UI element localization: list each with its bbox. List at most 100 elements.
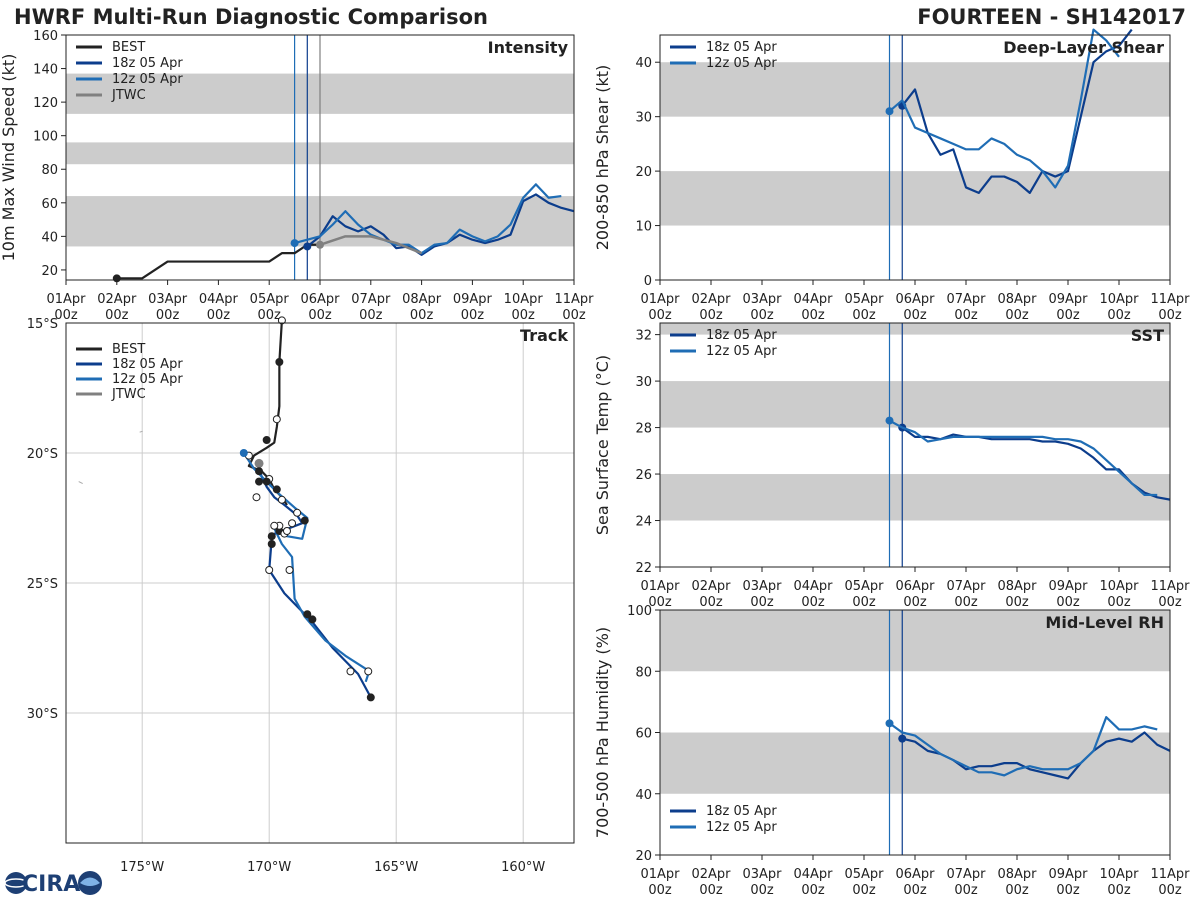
track-jtwc-point [254, 458, 264, 468]
intensity-legend-label-best: BEST [112, 40, 145, 55]
intensity-series-run12-start-point [290, 239, 299, 248]
sst-panel-title: SST [1131, 326, 1164, 345]
track-18z-filled-point [255, 477, 264, 486]
shear-ytick-label: 20 [635, 165, 652, 180]
track-ytick-label: 30°S [27, 707, 58, 722]
sst-legend-label-run12: 12z 05 Apr [706, 344, 777, 359]
intensity-xtick-label-day: 04Apr [199, 292, 239, 307]
shear-xtick-label-hour: 00z [750, 308, 774, 323]
shear-xtick-label-day: 07Apr [946, 292, 986, 307]
intensity-xtick-label-hour: 00z [562, 308, 586, 323]
sst-xtick-label-day: 07Apr [946, 579, 986, 594]
shear-xtick-label-hour: 00z [852, 308, 876, 323]
intensity-series-run18-start-point [303, 242, 312, 251]
track-18z-filled-point [267, 532, 276, 541]
intensity-xtick-label-hour: 00z [54, 308, 78, 323]
rh-legend-label-run18: 18z 05 Apr [706, 804, 777, 819]
sst-legend-label-run18: 18z 05 Apr [706, 328, 777, 343]
shear-ytick-label: 10 [635, 220, 652, 235]
sst-xtick-label-hour: 00z [1158, 595, 1182, 610]
shear-xtick-label-hour: 00z [1107, 308, 1131, 323]
sst-panel: 22242628303201Apr00z02Apr00z03Apr00z04Ap… [593, 322, 1190, 610]
shear-xtick-label-hour: 00z [801, 308, 825, 323]
sst-ytick-label: 26 [635, 468, 652, 483]
rh-ytick-label: 20 [635, 849, 652, 864]
shear-series-run12-start-point [885, 107, 894, 116]
cira-logo-text: CIRA [22, 872, 80, 897]
rh-band-1 [660, 610, 1170, 672]
rh-xtick-label-hour: 00z [903, 883, 927, 898]
intensity-ytick-label: 60 [41, 197, 58, 212]
sst-xtick-label-day: 11Apr [1150, 579, 1190, 594]
intensity-ytick-label: 40 [41, 230, 58, 245]
shear-legend-label-run12: 12z 05 Apr [706, 56, 777, 71]
rh-xtick-label-day: 04Apr [793, 867, 833, 882]
figure-title: HWRF Multi-Run Diagnostic Comparison [14, 5, 488, 29]
intensity-xtick-label-hour: 00z [359, 308, 383, 323]
track-12z-open-point [364, 667, 373, 676]
sst-xtick-label-day: 09Apr [1048, 579, 1088, 594]
sst-xtick-label-day: 01Apr [640, 579, 680, 594]
track-18z-filled-point [366, 693, 375, 702]
intensity-xtick-label-day: 05Apr [250, 292, 290, 307]
rh-xtick-label-hour: 00z [1107, 883, 1131, 898]
rh-ytick-label: 40 [635, 788, 652, 803]
rh-series-run12 [888, 716, 1158, 777]
shear-ytick-label: 0 [644, 274, 652, 289]
intensity-xtick-label-day: 08Apr [402, 292, 442, 307]
track-xtick-label: 160°W [501, 860, 545, 875]
track-legend-label-run12: 12z 05 Apr [112, 372, 183, 387]
track-12z-open-point [285, 566, 294, 574]
sst-ytick-label: 24 [635, 515, 652, 530]
rh-xtick-label-hour: 00z [852, 883, 876, 898]
track-best-point [272, 485, 281, 494]
sst-band-2 [660, 323, 1170, 335]
track-legend-label-jtwc: JTWC [111, 387, 146, 402]
intensity-xtick-label-day: 06Apr [300, 292, 340, 307]
shear-xtick-label-hour: 00z [699, 308, 723, 323]
intensity-panel: 2040608010012014016001Apr00z02Apr00z03Ap… [0, 29, 594, 323]
intensity-ytick-label: 80 [41, 163, 58, 178]
intensity-xtick-label-day: 02Apr [97, 292, 137, 307]
shear-xtick-label-hour: 00z [648, 308, 672, 323]
intensity-series-jtwc-start-point [316, 240, 324, 249]
track-series-run12 [242, 452, 370, 683]
rh-xtick-label-day: 10Apr [1099, 867, 1139, 882]
shear-xtick-label-day: 01Apr [640, 292, 680, 307]
sst-ytick-label: 30 [635, 375, 652, 390]
intensity-xtick-label-hour: 00z [512, 308, 536, 323]
rh-legend-label-run12: 12z 05 Apr [706, 820, 777, 835]
rh-xtick-label-day: 01Apr [640, 867, 680, 882]
intensity-xtick-label-day: 09Apr [453, 292, 493, 307]
track-18z-open-point [277, 495, 286, 504]
intensity-series-best [116, 243, 320, 280]
sst-xtick-label-hour: 00z [1056, 595, 1080, 610]
intensity-xtick-label-hour: 00z [207, 308, 231, 323]
sst-xtick-label-hour: 00z [903, 595, 927, 610]
track-18z-filled-point [267, 540, 276, 548]
rh-xtick-label-hour: 00z [801, 883, 825, 898]
sst-xtick-label-day: 10Apr [1099, 579, 1139, 594]
sst-ytick-label: 28 [635, 422, 652, 437]
shear-xtick-label-day: 03Apr [742, 292, 782, 307]
intensity-xtick-label-hour: 00z [258, 308, 282, 323]
sst-xtick-label-hour: 00z [699, 595, 723, 610]
rh-xtick-label-hour: 00z [1056, 883, 1080, 898]
track-12z-open-point [288, 519, 297, 528]
track-axes-frame [65, 322, 575, 844]
rh-xtick-label-hour: 00z [648, 883, 672, 898]
rh-xtick-label-hour: 00z [750, 883, 774, 898]
shear-xtick-label-hour: 00z [1005, 308, 1029, 323]
rh-xtick-label-day: 08Apr [997, 867, 1037, 882]
sst-xtick-label-hour: 00z [648, 595, 672, 610]
track-18z-filled-point [300, 516, 309, 525]
intensity-series-run12 [294, 183, 562, 255]
track-12z-start-point [239, 449, 248, 457]
intensity-ylabel: 10m Max Wind Speed (kt) [0, 54, 18, 262]
sst-xtick-label-hour: 00z [852, 595, 876, 610]
intensity-xtick-label-hour: 00z [410, 308, 434, 323]
sst-series-run12 [888, 419, 1158, 497]
rh-panel: 2040608010001Apr00z02Apr00z03Apr00z04Apr… [593, 604, 1190, 898]
track-legend-label-best: BEST [112, 342, 145, 357]
